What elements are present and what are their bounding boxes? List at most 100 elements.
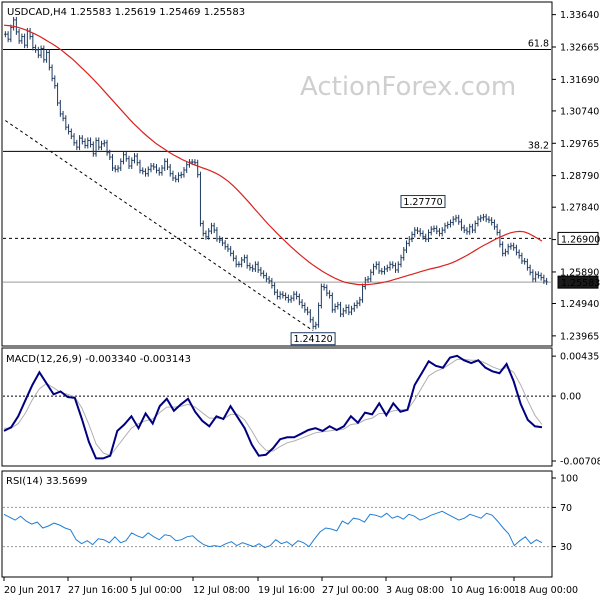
ohlc-bar — [108, 149, 112, 161]
ohlc-bar — [457, 214, 461, 225]
ohlc-bar — [295, 291, 298, 300]
ohlc-bar — [418, 228, 422, 237]
ohlc-bar — [473, 220, 477, 234]
moving-average-line — [3, 24, 543, 286]
ohlc-bar — [168, 164, 172, 177]
ohlc-bar — [196, 159, 199, 178]
ohlc-bar — [276, 289, 279, 300]
rsi-panel-frame — [1, 470, 553, 578]
ohlc-bar — [451, 216, 455, 226]
ohlc-bar — [102, 139, 106, 147]
ohlc-bar — [234, 255, 238, 268]
ohlc-bar — [432, 225, 436, 233]
ohlc-bar — [388, 261, 392, 271]
ohlc-bar — [23, 33, 26, 49]
ohlc-bar — [363, 276, 367, 290]
ohlc-bar — [83, 138, 87, 149]
ohlc-bar — [155, 164, 158, 174]
ohlc-bar — [303, 302, 307, 313]
ohlc-bar — [358, 296, 362, 307]
macd-line — [3, 354, 543, 460]
ohlc-bar — [443, 222, 447, 234]
ohlc-bar — [9, 24, 13, 43]
ohlc-bar — [91, 141, 95, 157]
ohlc-bar — [361, 283, 364, 303]
x-tick-label: 20 Jun 2017 — [4, 585, 61, 596]
ohlc-bar — [328, 290, 331, 299]
ohlc-bar — [391, 261, 395, 269]
ohlc-bar — [127, 155, 131, 170]
ohlc-bar — [86, 137, 90, 149]
fib-label: 38.2 — [528, 140, 549, 151]
ohlc-bar — [64, 115, 68, 131]
ohlc-bar — [144, 168, 147, 177]
ohlc-bar — [487, 216, 491, 224]
ohlc-bar — [75, 139, 79, 151]
ohlc-bar — [416, 227, 419, 235]
ohlc-bar — [325, 284, 329, 297]
fib-label: 61.8 — [528, 38, 549, 49]
ohlc-bar — [424, 233, 428, 243]
ohlc-bar — [421, 230, 425, 240]
ohlc-bar — [498, 229, 502, 248]
ohlc-bar — [306, 306, 309, 316]
ohlc-bar — [435, 225, 439, 235]
ohlc-bar — [67, 124, 70, 135]
ohlc-bar — [182, 167, 186, 178]
ohlc-bar — [243, 254, 246, 263]
ohlc-bar — [138, 159, 142, 174]
ohlc-bar — [201, 220, 205, 237]
ohlc-bar — [517, 249, 521, 259]
ohlc-bar — [369, 269, 373, 282]
x-axis: 20 Jun 2017 27 Jun 16:00 5 Jul 00:00 12 Jul… — [3, 577, 578, 596]
rsi-title: RSI(14) 33.5699 — [6, 476, 87, 487]
ohlc-bar — [515, 244, 518, 256]
ohlc-bar — [56, 82, 59, 106]
ohlc-bar — [177, 172, 180, 183]
ohlc-bar — [429, 226, 433, 236]
ohlc-bar — [245, 254, 249, 269]
ohlc-bar — [133, 153, 136, 164]
ohlc-bar — [300, 299, 304, 309]
ohlc-bar — [366, 275, 370, 283]
macd-y-tick-label: 0.00 — [560, 392, 581, 403]
ohlc-bar — [545, 277, 548, 285]
ohlc-bar — [97, 137, 101, 151]
ohlc-bar — [534, 271, 537, 282]
macd-y-tick-label: 0.004357 — [560, 352, 600, 363]
ohlc-bar — [454, 214, 458, 223]
price-y-tick-label: 1.28790 — [560, 171, 599, 182]
ohlc-bar — [248, 262, 252, 271]
ohlc-bar — [476, 216, 480, 227]
ohlc-bar — [20, 33, 24, 44]
ohlc-bar — [333, 303, 337, 313]
ohlc-bar — [344, 304, 348, 314]
ohlc-bar — [119, 158, 123, 172]
ohlc-bar — [146, 166, 150, 177]
x-tick-label: 27 Jul 00:00 — [322, 585, 379, 596]
ohlc-bar — [278, 291, 282, 300]
ohlc-bar — [270, 277, 274, 289]
ohlc-bar — [320, 283, 323, 309]
price-y-tick-label: 1.25890 — [560, 267, 599, 278]
ohlc-bar — [336, 301, 340, 310]
ohlc-bar — [446, 221, 450, 229]
ohlc-bar — [289, 295, 293, 303]
ohlc-bar — [237, 261, 241, 268]
ohlc-bar — [427, 229, 430, 243]
ohlc-bar — [12, 16, 15, 31]
ohlc-bar — [438, 228, 441, 237]
ohlc-bar — [45, 49, 48, 63]
rsi-y-tick-label: 70 — [560, 503, 572, 514]
ohlc-bar — [501, 241, 504, 257]
ohlc-bar — [116, 165, 120, 173]
ohlc-bar — [212, 222, 216, 234]
ohlc-bar — [273, 282, 276, 296]
price-y-tick-label: 1.32665 — [560, 42, 599, 53]
price-panel-frame — [1, 1, 553, 347]
ohlc-bar — [31, 33, 35, 51]
